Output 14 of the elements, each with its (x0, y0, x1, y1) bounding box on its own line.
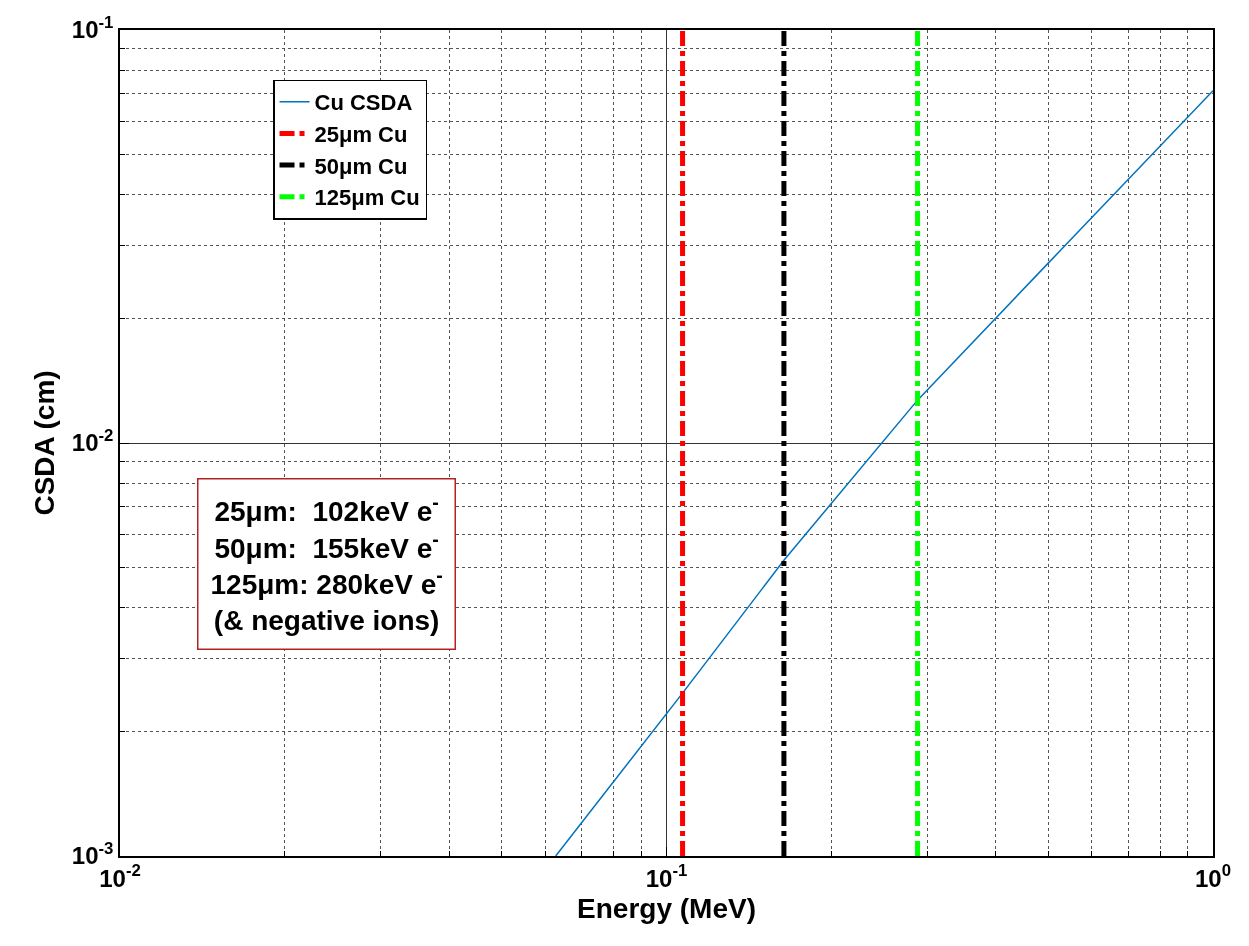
y-tick-label: 10$^{-1}$ (71, 13, 114, 44)
annotation: 50μm: 155keV e$^{-}$ (214, 527, 439, 564)
annotation: 25μm: 102keV e$^{-}$ (214, 491, 439, 528)
legend-label: 50μm Cu (314, 153, 408, 179)
legend-label: Cu CSDA (314, 90, 413, 116)
y-tick-label: 10$^{-2}$ (71, 426, 114, 457)
x-tick-label: 10$^{0}$ (1194, 861, 1232, 892)
y-axis-title: CSDA (cm) (28, 370, 60, 516)
x-tick-label: 10$^{-1}$ (645, 861, 688, 892)
x-axis-title: Energy (MeV) (577, 893, 756, 925)
annotation: (& negative ions) (213, 605, 440, 637)
legend-label: 125μm Cu (314, 185, 420, 211)
legend-label: 25μm Cu (314, 122, 408, 148)
annotation: 125μm: 280keV e$^{-}$ (210, 564, 443, 601)
